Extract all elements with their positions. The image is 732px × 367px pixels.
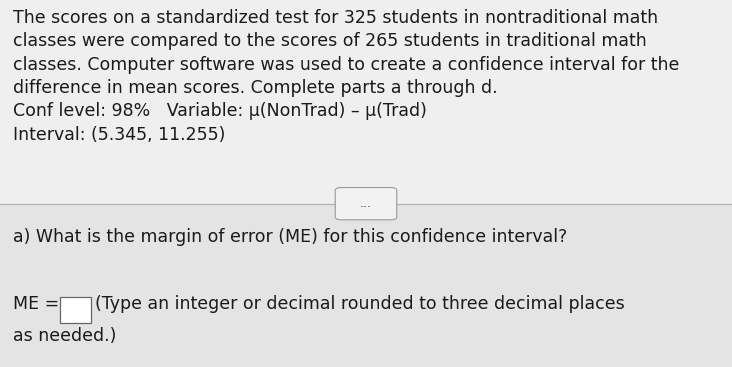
Text: as needed.): as needed.) [13, 327, 116, 345]
FancyBboxPatch shape [0, 204, 732, 367]
Text: ME =: ME = [13, 295, 59, 313]
Text: The scores on a standardized test for 325 students in nontraditional math
classe: The scores on a standardized test for 32… [13, 9, 679, 144]
FancyBboxPatch shape [0, 0, 732, 204]
Text: ...: ... [360, 197, 372, 210]
FancyBboxPatch shape [335, 188, 397, 220]
FancyBboxPatch shape [60, 297, 91, 323]
Text: a) What is the margin of error (ME) for this confidence interval?: a) What is the margin of error (ME) for … [13, 228, 567, 246]
Text: (Type an integer or decimal rounded to three decimal places: (Type an integer or decimal rounded to t… [95, 295, 625, 313]
